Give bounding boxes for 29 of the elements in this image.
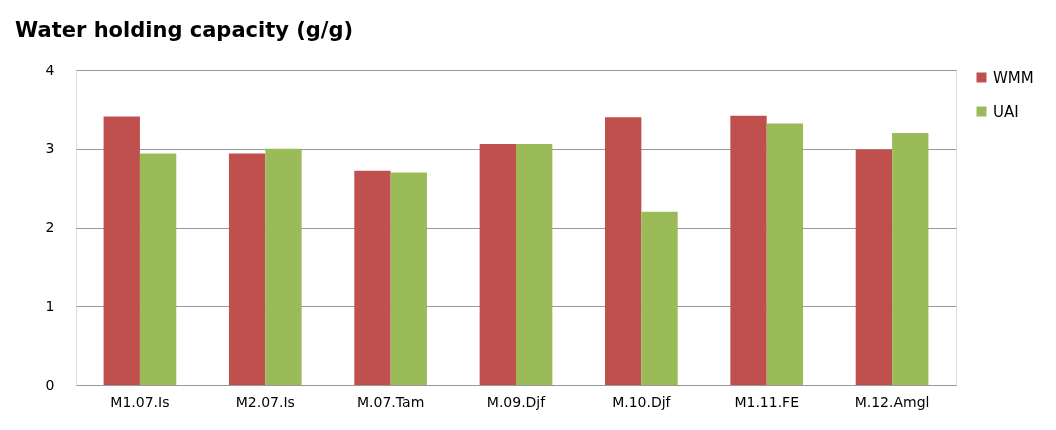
y-tick-label: 2 (45, 219, 55, 235)
bar (605, 117, 642, 385)
bar (103, 116, 140, 385)
legend-label: UAI (993, 102, 1019, 121)
bar (766, 123, 804, 385)
x-tick-label: M1.11.FE (734, 393, 800, 410)
bar (390, 172, 427, 385)
x-tick-label: M.10.Djf (612, 393, 672, 410)
bar (730, 115, 767, 385)
bar (139, 153, 177, 385)
x-tick-label: M2.07.Is (235, 393, 295, 410)
y-tick-label: 0 (45, 376, 55, 393)
x-tick-label: M.07.Tam (357, 393, 425, 410)
y-tick-label: 1 (45, 297, 55, 314)
bar (265, 148, 302, 385)
legend-label: WMM (993, 68, 1034, 87)
chart-title: Water holding capacity (g/g) (15, 18, 354, 42)
y-tick-label: 4 (45, 61, 55, 78)
x-tick-label: M1.07.Is (110, 393, 170, 410)
bar (228, 153, 266, 385)
y-tick-label: 3 (45, 140, 55, 157)
bar (641, 211, 678, 385)
bar (479, 144, 516, 385)
bar (855, 149, 893, 385)
bar (892, 133, 929, 385)
x-tick-label: M.12.Amgl (854, 393, 930, 410)
x-tick-label: M.09.Djf (486, 393, 547, 410)
bar (354, 170, 391, 385)
bar (516, 144, 553, 385)
